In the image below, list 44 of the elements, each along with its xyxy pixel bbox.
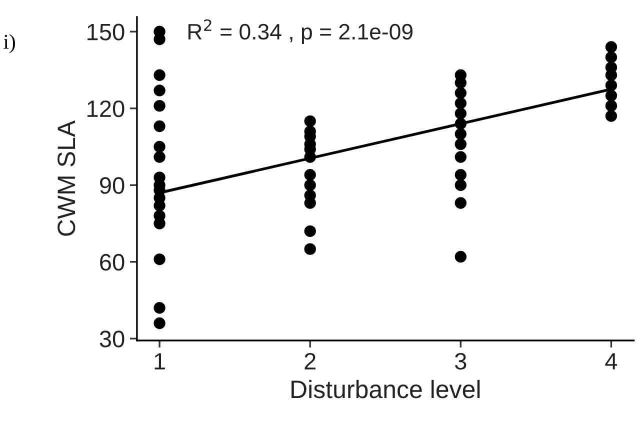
y-axis-title: CWM SLA	[58, 120, 76, 236]
text: i)	[4, 34, 15, 54]
point	[454, 169, 467, 181]
point	[605, 110, 618, 122]
point	[154, 69, 166, 81]
point	[154, 151, 166, 163]
point	[454, 97, 467, 110]
point	[454, 197, 467, 209]
point	[154, 302, 166, 314]
point	[304, 179, 316, 191]
x-tick-label: 3	[455, 352, 466, 370]
y-tick-label: 30	[100, 330, 124, 348]
y-tick-label: 120	[88, 100, 124, 118]
point	[304, 243, 316, 255]
point	[154, 140, 166, 153]
point	[304, 225, 316, 238]
point	[454, 118, 467, 130]
point	[454, 138, 467, 150]
point	[605, 51, 618, 64]
point	[454, 128, 467, 140]
point	[154, 317, 166, 330]
point	[454, 151, 467, 163]
point	[605, 41, 618, 53]
point	[154, 84, 166, 96]
point	[304, 169, 316, 181]
point	[454, 87, 467, 99]
y-tick-label: 90	[100, 177, 124, 194]
x-axis-title: Disturbance level	[292, 380, 480, 398]
x-tick-label: 1	[154, 353, 165, 370]
point	[454, 250, 467, 263]
point	[605, 100, 618, 112]
annotation: R$^{2}$ = 0.34 , p = 2.1e-09	[188, 19, 413, 44]
y-tick-label: 60	[100, 254, 124, 271]
point	[154, 100, 166, 112]
x-tick-label: 2	[304, 352, 316, 370]
point	[154, 120, 166, 132]
point	[605, 80, 618, 92]
x-tick-label: 4	[605, 353, 618, 370]
point	[454, 179, 467, 191]
point	[154, 253, 166, 266]
y-tick-label: 150	[88, 24, 124, 40]
point	[304, 115, 316, 128]
point	[454, 108, 467, 120]
point	[605, 90, 618, 102]
